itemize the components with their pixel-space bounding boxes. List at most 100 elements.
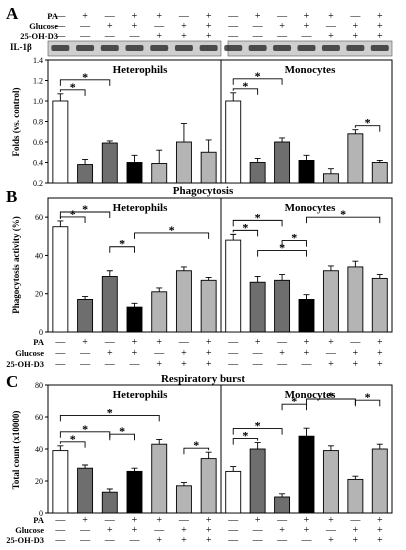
top-row-label-pa: PA [47,11,59,21]
top-sign-pa-het-0: — [54,11,66,22]
panel-a-mono-bar-4 [322,173,339,184]
c-sign-vitd-mono-6: + [377,535,383,546]
top-sign-vitd-het-4: + [156,31,162,42]
b-row-label-glucose: Glucose [15,348,44,358]
panel-a-het-error-5 [180,123,187,142]
b-sign-pa-het-5: — [178,337,190,348]
c-sign-glucose-het-5: + [181,525,187,536]
panel-c-mono-bar-2 [274,496,291,514]
panel-c-het-star-3: * [119,424,125,438]
panel-a-mono-bracket-0 [232,88,259,95]
panel-a-het-bar-4 [151,163,168,184]
panel-b-mono-star-1: * [255,210,261,224]
b-sign-pa-mono-1: + [255,337,261,348]
b-sign-pa-het-0: — [54,337,66,348]
top-sign-pa-het-6: + [206,11,212,22]
panel-b-mono-error-5 [352,260,359,267]
panel-b-mono-bracket-2 [257,250,307,257]
c-sign-pa-mono-5: — [349,515,361,526]
c-sign-pa-mono-1: + [255,515,261,526]
panel-a-mono-bar-0 [225,100,242,184]
panel-b-het-star-2: * [119,237,125,251]
b-sign-pa-mono-4: + [328,337,334,348]
c-sign-pa-het-1: + [82,515,88,526]
c-sign-pa-mono-2: — [276,515,288,526]
blot-band-mono-2 [273,45,292,51]
b-sign-glucose-mono-4: — [325,348,337,359]
panel-a-het-star-1: * [82,70,88,84]
panel-b-mono-bar-2 [274,279,291,333]
panel-a-mono-star-0: * [242,79,248,93]
blot-bands [51,45,389,51]
b-sign-pa-het-1: + [82,337,88,348]
panel-c-ytick-label-3: 60 [35,413,43,422]
panel-c-het-error-2 [106,488,113,493]
b-sign-pa-het-4: + [156,337,162,348]
b-row-label-pa: PA [33,337,45,347]
panel-label-c: C [6,372,18,391]
panel-c-het-bar-1 [77,467,94,514]
b-sign-glucose-het-4: — [153,348,165,359]
top-sign-glucose-mono-2: + [279,21,285,32]
panel-c-het-error-3 [131,467,138,472]
b-sign-vitd-mono-5: + [353,359,359,370]
c-sign-glucose-mono-6: + [377,525,383,536]
top-sign-glucose-het-4: — [153,21,165,32]
panel-c-mono-error-2 [279,493,286,497]
panel-a-het-error-2 [106,140,113,144]
top-row-label-vitd: 25-OH-D3 [20,31,58,41]
panel-c-het-bracket-0 [59,441,86,448]
c-sign-glucose-mono-2: + [279,525,285,536]
b-sign-glucose-het-1: — [79,348,91,359]
c-sign-vitd-het-1: — [79,535,91,546]
panel-a-mono-error-0 [230,92,237,101]
c-sign-vitd-het-6: + [206,535,212,546]
panel-c-ytick-label-1: 20 [35,477,43,486]
panel-c-het-error-1 [82,464,89,469]
b-sign-pa-het-3: + [132,337,138,348]
panel-b-het-error-4 [156,287,163,292]
panel-a-het-bar-3 [126,162,143,184]
panel-c-mono-bar-4 [322,450,339,514]
blot-label: IL-1β [10,42,32,52]
top-sign-glucose-mono-3: + [304,21,310,32]
top-sign-pa-mono-5: — [349,11,361,22]
panel-b-het-bar-4 [151,291,168,333]
panel-a-het-bar-1 [77,164,94,184]
c-sign-pa-mono-0: — [227,515,239,526]
western-blot: IL-1β [10,40,393,57]
b-sign-pa-mono-0: — [227,337,239,348]
panel-a-het-bracket-0 [59,89,86,96]
top-sign-pa-het-1: + [82,11,88,22]
panel-b-mono-bar-6 [371,277,388,333]
panel-a-monocytes-title: Monocytes [285,64,336,76]
top-sign-glucose-het-1: — [79,21,91,32]
panel-c-mono-star-1: * [255,419,261,433]
panel-b-mono-error-3 [303,294,310,300]
b-sign-glucose-mono-2: + [279,348,285,359]
c-sign-glucose-mono-4: — [325,525,337,536]
panel-b-mono-bar-0 [225,239,242,333]
panel-b-mono-bar-4 [322,270,339,333]
panel-c-mono-star-0: * [242,429,248,443]
panel-c-het-bar-6 [200,458,217,514]
panel-c-mono-bar-3 [298,435,315,514]
c-sign-vitd-het-3: — [129,535,141,546]
panel-a-mono-error-6 [376,160,383,163]
panel-b-het-error-5 [180,266,187,271]
panel-a-het-bar-6 [200,151,217,184]
blot-band-mono-3 [297,45,316,51]
panel-b-het-bar-1 [77,299,94,333]
panel-label-a: A [6,4,19,23]
c-sign-pa-het-0: — [54,515,66,526]
panel-b-het-bar-2 [101,276,118,333]
panel-a-mono-error-2 [279,137,286,142]
panel-a-het-bar-5 [175,141,192,184]
c-sign-pa-het-5: — [178,515,190,526]
panel-a-het-error-4 [156,149,163,164]
panel-b-ytick-label-3: 60 [35,213,43,222]
panel-c-het-star-1: * [82,422,88,436]
blot-band-het-5 [174,45,193,51]
